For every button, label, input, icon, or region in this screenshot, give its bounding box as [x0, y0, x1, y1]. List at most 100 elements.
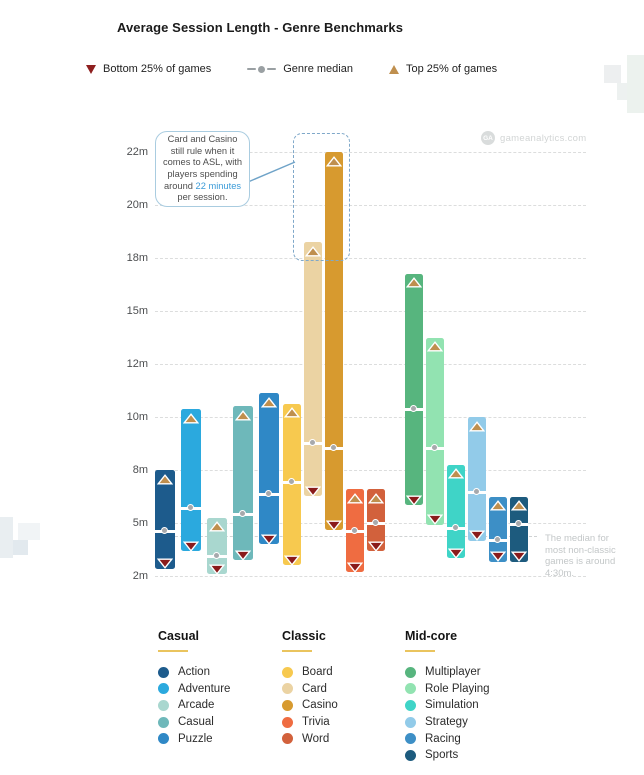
side-note: The median for most non-classic games is… [545, 533, 616, 579]
bottom25-triangle-icon [208, 562, 226, 580]
median-dot-icon [264, 490, 272, 498]
legend-item-label: Arcade [178, 699, 215, 712]
legend-item-label: Racing [425, 732, 461, 745]
median-dot-icon [350, 527, 358, 535]
bar-racing [489, 496, 507, 562]
legend-color-dot-icon [405, 716, 416, 728]
bottom25-triangle-icon [234, 548, 252, 566]
legend-group-underline [405, 650, 435, 652]
legend-item-label: Trivia [302, 716, 330, 729]
deco-square-icon [617, 83, 627, 100]
bottom25-triangle-icon [367, 539, 385, 557]
legend-color-dot-icon [282, 716, 293, 728]
y-axis-tick-label: 15m [126, 305, 148, 317]
legend-color-dot-icon [158, 699, 169, 711]
median-dot-icon [329, 444, 337, 452]
top25-triangle-icon [304, 244, 322, 262]
bottom25-triangle-icon [405, 493, 423, 511]
y-axis-tick-label: 5m [132, 517, 148, 529]
top25-triangle-icon [447, 466, 465, 484]
annotation-callout: Card and Casino still rule when it comes… [155, 131, 250, 207]
median-dot-icon [186, 504, 194, 512]
bar-simulation [447, 464, 465, 559]
annotation-highlight: 22 minutes [195, 180, 242, 191]
bar-arcade [207, 517, 227, 575]
gridline [155, 576, 586, 577]
legend-item-label: Action [178, 666, 210, 679]
bottom25-triangle-icon [468, 528, 486, 546]
top25-triangle-icon [325, 154, 343, 172]
legend-color-dot-icon [405, 733, 416, 745]
bar-casino [325, 152, 343, 531]
legend-item-label: Multiplayer [425, 666, 481, 679]
bar-role-playing [426, 337, 444, 525]
legend-color-dot-icon [405, 699, 416, 711]
legend-group-underline [282, 650, 312, 652]
legend-color-dot-icon [405, 683, 416, 695]
legend-item-label: Simulation [425, 699, 479, 712]
legend-median-label: Genre median [283, 63, 353, 75]
y-axis-tick-label: 2m [132, 570, 148, 582]
top25-triangle-icon [234, 408, 252, 426]
median-dot-icon [212, 552, 220, 560]
legend-top25: Top 25% of games [388, 63, 497, 75]
median-marker-icon [247, 65, 277, 73]
legend-color-dot-icon [282, 666, 293, 678]
watermark-text: gameanalytics.com [500, 132, 587, 144]
highlight-dashed-rect [293, 133, 350, 261]
median-dot-icon [430, 444, 438, 452]
top25-triangle-icon [182, 411, 200, 429]
bottom25-triangle-icon [447, 546, 465, 564]
top25-triangle-icon [367, 491, 385, 509]
top25-triangle-icon [260, 395, 278, 413]
bar-adventure [181, 409, 201, 552]
gridline [155, 311, 586, 312]
y-axis-tick-label: 18m [126, 252, 148, 264]
legend-group-mid-core: Mid-core Multiplayer Role Playing Simulatio… [405, 629, 490, 764]
legend-item-label: Adventure [178, 682, 231, 695]
legend-color-dot-icon [158, 733, 169, 745]
top25-triangle-icon [405, 275, 423, 293]
legend-group-header: Classic [282, 629, 326, 643]
bar-strategy [468, 417, 486, 541]
legend-item-label: Role Playing [425, 682, 490, 695]
gridline [155, 417, 586, 418]
median-dot-icon [308, 439, 316, 446]
gridline [155, 470, 586, 471]
deco-square-icon [627, 55, 644, 113]
legend-group-underline [158, 650, 188, 652]
median-dot-icon [493, 536, 501, 544]
legend-color-dot-icon [158, 683, 169, 695]
chart-title: Average Session Length - Genre Benchmark… [116, 20, 404, 35]
legend-item-multiplayer: Multiplayer [405, 664, 490, 681]
legend-item-board: Board [282, 664, 338, 681]
legend-color-dot-icon [405, 749, 416, 761]
bar-casual [233, 406, 253, 561]
legend-bottom25-label: Bottom 25% of games [103, 63, 212, 75]
deco-square-icon [604, 65, 621, 83]
gridline [155, 205, 586, 206]
legend-item-label: Casual [178, 716, 214, 729]
bar-card [304, 242, 322, 497]
deco-square-icon [0, 517, 13, 558]
y-axis-tick-label: 12m [126, 358, 148, 370]
deco-square-icon [13, 540, 28, 555]
median-dot-icon [451, 523, 459, 531]
legend-item-label: Sports [425, 749, 459, 762]
bar-action [155, 470, 175, 569]
median-dot-icon [371, 518, 379, 526]
median-dot-icon [287, 477, 295, 485]
bar-multiplayer [405, 273, 423, 506]
median-dot-icon [514, 520, 522, 528]
legend-item-sports: Sports [405, 747, 490, 764]
top25-triangle-icon [283, 405, 301, 423]
gameanalytics-logo-icon: GA [481, 131, 495, 145]
top25-triangle-icon [388, 64, 399, 74]
legend-median: Genre median [247, 63, 353, 75]
gridline [155, 258, 586, 259]
legend-color-dot-icon [282, 683, 293, 695]
legend-item-racing: Racing [405, 730, 490, 747]
bottom25-triangle-icon [304, 484, 322, 502]
